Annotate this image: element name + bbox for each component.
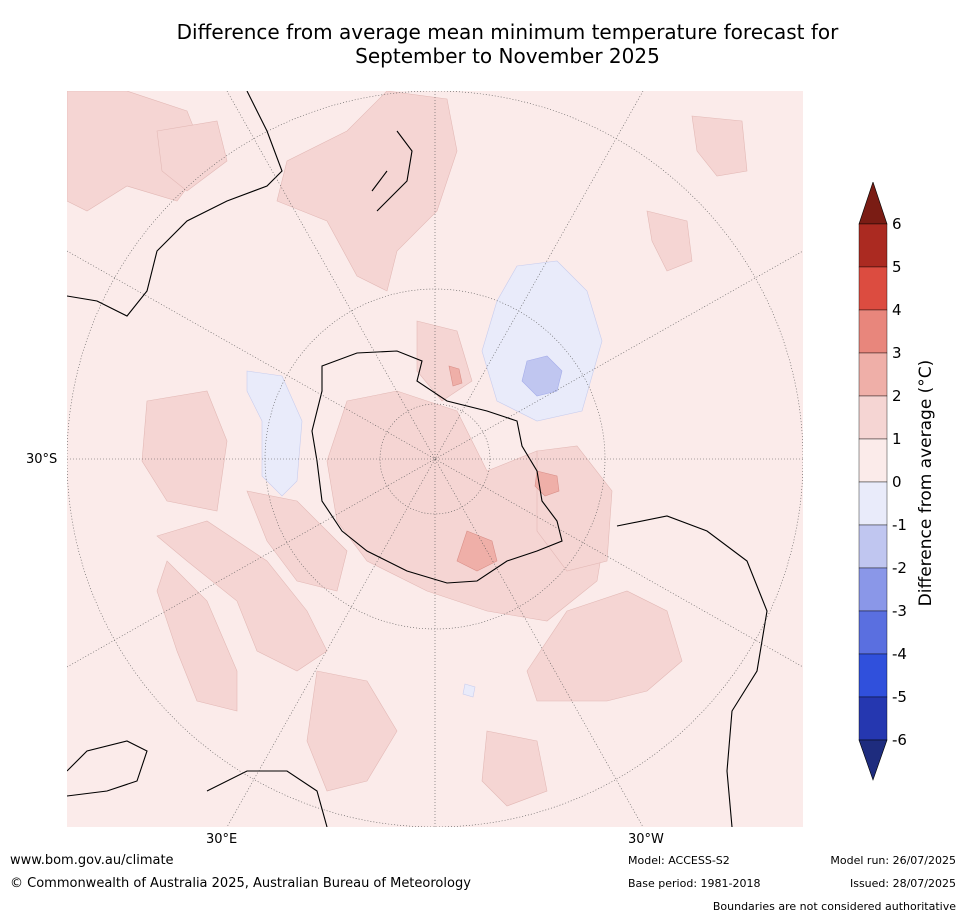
footer-issued: Issued: 28/07/2025 [849, 877, 956, 890]
colorbar-tick-m5: -5 [892, 688, 907, 706]
colorbar-bin-m6-to-m5 [858, 696, 888, 741]
colorbar-bin-5-to-6 [858, 223, 888, 268]
footer-model: Model: ACCESS-S2 [628, 854, 730, 867]
colorbar-tick-2: 2 [892, 387, 902, 405]
colorbar-tick-3: 3 [892, 344, 902, 362]
anomaly-region [156, 560, 238, 712]
anomaly-region [691, 115, 748, 177]
coastline-australia [67, 91, 283, 317]
anomaly-region [276, 91, 458, 292]
footer-model-run: Model run: 26/07/2025 [830, 854, 956, 867]
coastline-africa-south [206, 770, 328, 827]
anomaly-minus1-to-0-regions [246, 260, 603, 698]
colorbar-tick-1: 1 [892, 430, 902, 448]
anomaly-region [646, 210, 693, 272]
coastline-africa [67, 740, 148, 797]
anomaly-region [156, 520, 328, 672]
colorbar-title-text: Difference from average (°C) [916, 359, 936, 607]
anomaly-region [448, 365, 463, 387]
colorbar-bin-m1-to-0 [858, 481, 888, 526]
coastline-south-america [616, 515, 768, 827]
graticule [67, 91, 803, 827]
colorbar-bin-2-to-3 [858, 352, 888, 397]
colorbar-bin-m3-to-m2 [858, 567, 888, 612]
colorbar-tick-m6: -6 [892, 731, 907, 749]
colorbar-tick-5: 5 [892, 258, 902, 276]
colorbar-bin-4-to-5 [858, 266, 888, 311]
anomaly-region [67, 91, 208, 212]
anomaly-region [456, 530, 498, 572]
colorbar-bin-m4-to-m3 [858, 610, 888, 655]
title-line-2: September to November 2025 [355, 44, 660, 68]
anomaly-region [141, 390, 228, 512]
footer-base-period: Base period: 1981-2018 [628, 877, 761, 890]
colorbar-tick-0: 0 [892, 473, 902, 491]
colorbar-tick-6: 6 [892, 215, 902, 233]
colorbar-bin-0-to-1 [858, 438, 888, 483]
footer-disclaimer: Boundaries are not considered authoritat… [712, 900, 956, 913]
footer-url[interactable]: www.bom.gov.au/climate [10, 853, 174, 868]
colorbar-bin-m5-to-m4 [858, 653, 888, 698]
coastline-new-zealand [371, 130, 413, 212]
latitude-label-30s: 30°S [26, 452, 58, 467]
colorbar-bin-1-to-2 [858, 395, 888, 440]
longitude-label-30e: 30°E [206, 832, 238, 847]
colorbar-tick-m4: -4 [892, 645, 907, 663]
anomaly-region [462, 683, 476, 698]
polar-map [67, 91, 803, 827]
colorbar-tick-4: 4 [892, 301, 902, 319]
colorbar [858, 181, 958, 782]
colorbar-tick-m2: -2 [892, 559, 907, 577]
anomaly-minus2-to-minus1-regions [521, 355, 563, 397]
anomaly-1-to-2-regions [67, 91, 748, 807]
colorbar-bin-m2-to-m1 [858, 524, 888, 569]
colorbar-svg [858, 181, 888, 781]
chart-title: Difference from average mean minimum tem… [60, 20, 955, 68]
anomaly-region [246, 490, 348, 592]
anomaly-region [156, 120, 228, 192]
colorbar-over-triangle [858, 181, 888, 225]
longitude-label-30w: 30°W [628, 832, 664, 847]
coastlines [67, 91, 768, 827]
title-line-1: Difference from average mean minimum tem… [176, 20, 839, 44]
colorbar-under-triangle [858, 739, 888, 781]
colorbar-bin-3-to-4 [858, 309, 888, 354]
colorbar-tick-m1: -1 [892, 516, 907, 534]
anomaly-region [521, 355, 563, 397]
anomaly-region [481, 260, 603, 422]
anomaly-2-to-3-regions [448, 365, 560, 572]
anomaly-region [246, 370, 303, 497]
anomaly-region [306, 670, 398, 792]
anomaly-region [526, 590, 683, 702]
coastline-antarctica [311, 350, 563, 584]
anomaly-region [481, 730, 548, 807]
anomaly-region [534, 470, 560, 497]
colorbar-tick-m3: -3 [892, 602, 907, 620]
footer-copyright: © Commonwealth of Australia 2025, Austra… [10, 876, 471, 891]
map-canvas [67, 91, 803, 827]
